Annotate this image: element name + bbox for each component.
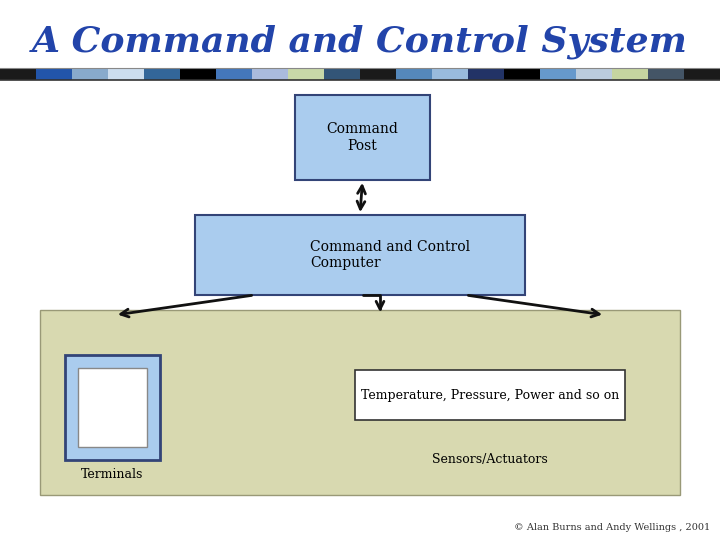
Bar [195,215,525,295]
Text: Terminals: Terminals [81,469,143,482]
Bar [355,370,625,420]
Bar [78,368,147,447]
Text: © Alan Burns and Andy Wellings , 2001: © Alan Burns and Andy Wellings , 2001 [514,523,710,532]
Bar [72,68,108,80]
Bar [468,68,504,80]
Text: A Command and Control System: A Command and Control System [32,25,688,59]
Bar [216,68,252,80]
Bar [180,68,216,80]
Bar [648,68,684,80]
Bar [540,68,576,80]
Bar [612,68,648,80]
Bar [432,68,468,80]
Bar [108,68,144,80]
Bar [360,68,396,80]
Text: Sensors/Actuators: Sensors/Actuators [432,454,548,467]
Text: Temperature, Pressure, Power and so on: Temperature, Pressure, Power and so on [361,388,619,402]
Text: Command
Post: Command Post [327,123,398,153]
Bar [288,68,324,80]
Bar [396,68,432,80]
Bar [504,68,540,80]
Bar [40,310,680,495]
Bar [36,68,72,80]
Bar [144,68,180,80]
Bar [324,68,360,80]
Bar [0,68,36,80]
Bar [252,68,288,80]
Bar [65,355,160,460]
Text: Command and Control
Computer: Command and Control Computer [310,240,471,270]
Bar [684,68,720,80]
Bar [295,95,430,180]
Bar [576,68,612,80]
